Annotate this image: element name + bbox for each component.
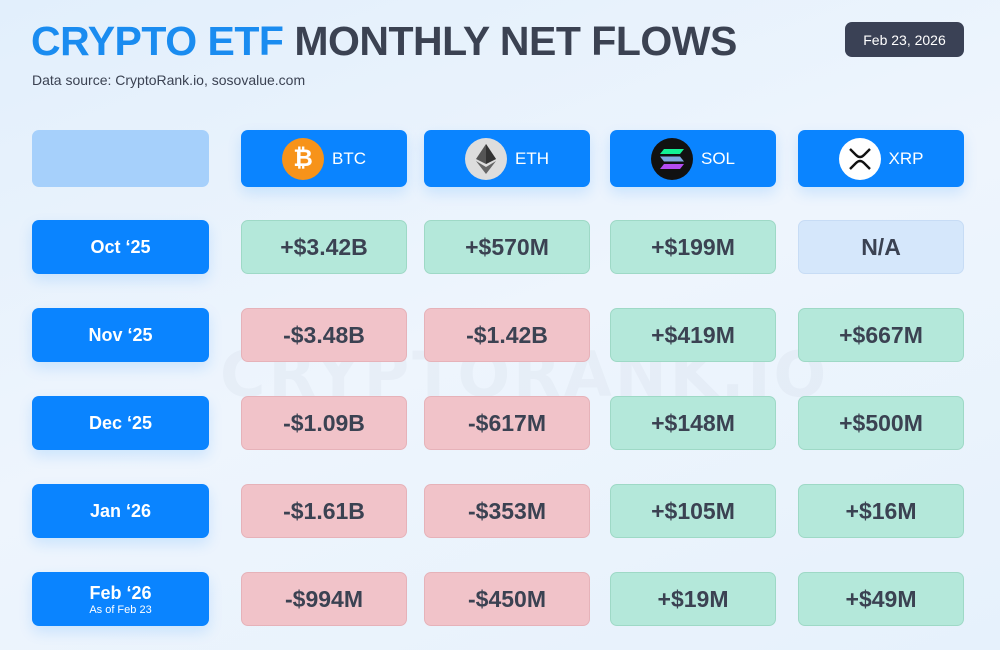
flow-cell-xrp: +$500M	[798, 396, 964, 450]
page-title: CRYPTO ETF MONTHLY NET FLOWS	[31, 18, 737, 65]
title-highlight: CRYPTO ETF	[31, 18, 284, 64]
month-label: Jan ‘26	[32, 484, 209, 538]
flow-cell-sol: +$19M	[610, 572, 776, 626]
flow-cell-xrp: +$16M	[798, 484, 964, 538]
flow-cell-eth: -$617M	[424, 396, 590, 450]
month-text: Jan ‘26	[89, 500, 152, 521]
flow-cell-sol: +$105M	[610, 484, 776, 538]
flow-cell-xrp: N/A	[798, 220, 964, 274]
flow-cell-btc: -$1.61B	[241, 484, 407, 538]
month-label: Nov ‘25	[32, 308, 209, 362]
month-text: Nov ‘25	[88, 324, 153, 345]
flow-cell-eth: -$450M	[424, 572, 590, 626]
month-text: Feb ‘26	[89, 582, 152, 603]
header-btc: ₿ BTC	[241, 130, 407, 187]
title-rest: MONTHLY NET FLOWS	[294, 18, 737, 64]
flow-cell-btc: -$994M	[241, 572, 407, 626]
flow-cell-btc: -$1.09B	[241, 396, 407, 450]
month-label: Feb ‘26 As of Feb 23	[32, 572, 209, 626]
month-text: Oct ‘25	[90, 236, 151, 257]
header-eth: ETH	[424, 130, 590, 187]
header-xrp: XRP	[798, 130, 964, 187]
month-label: Oct ‘25	[32, 220, 209, 274]
xrp-icon	[838, 137, 881, 180]
flow-cell-xrp: +$49M	[798, 572, 964, 626]
flow-cell-xrp: +$667M	[798, 308, 964, 362]
flow-cell-eth: +$570M	[424, 220, 590, 274]
flow-cell-sol: +$148M	[610, 396, 776, 450]
bitcoin-icon: ₿	[282, 137, 324, 180]
flow-cell-btc: -$3.48B	[241, 308, 407, 362]
data-source: Data source: CryptoRank.io, sosovalue.co…	[32, 72, 306, 88]
asset-label: ETH	[515, 148, 549, 168]
asset-label: XRP	[888, 148, 924, 168]
flow-cell-eth: -$353M	[424, 484, 590, 538]
solana-icon	[650, 137, 693, 180]
asset-label: BTC	[332, 148, 366, 168]
ethereum-icon	[465, 137, 507, 180]
flow-cell-btc: +$3.42B	[241, 220, 407, 274]
corner-cell	[32, 130, 209, 187]
month-note: As of Feb 23	[89, 603, 152, 616]
flow-cell-sol: +$419M	[610, 308, 776, 362]
date-badge: Feb 23, 2026	[845, 22, 964, 57]
flow-cell-eth: -$1.42B	[424, 308, 590, 362]
month-text: Dec ‘25	[88, 412, 153, 433]
month-label: Dec ‘25	[32, 396, 209, 450]
header-sol: SOL	[610, 130, 776, 187]
asset-label: SOL	[700, 148, 736, 168]
flow-cell-sol: +$199M	[610, 220, 776, 274]
